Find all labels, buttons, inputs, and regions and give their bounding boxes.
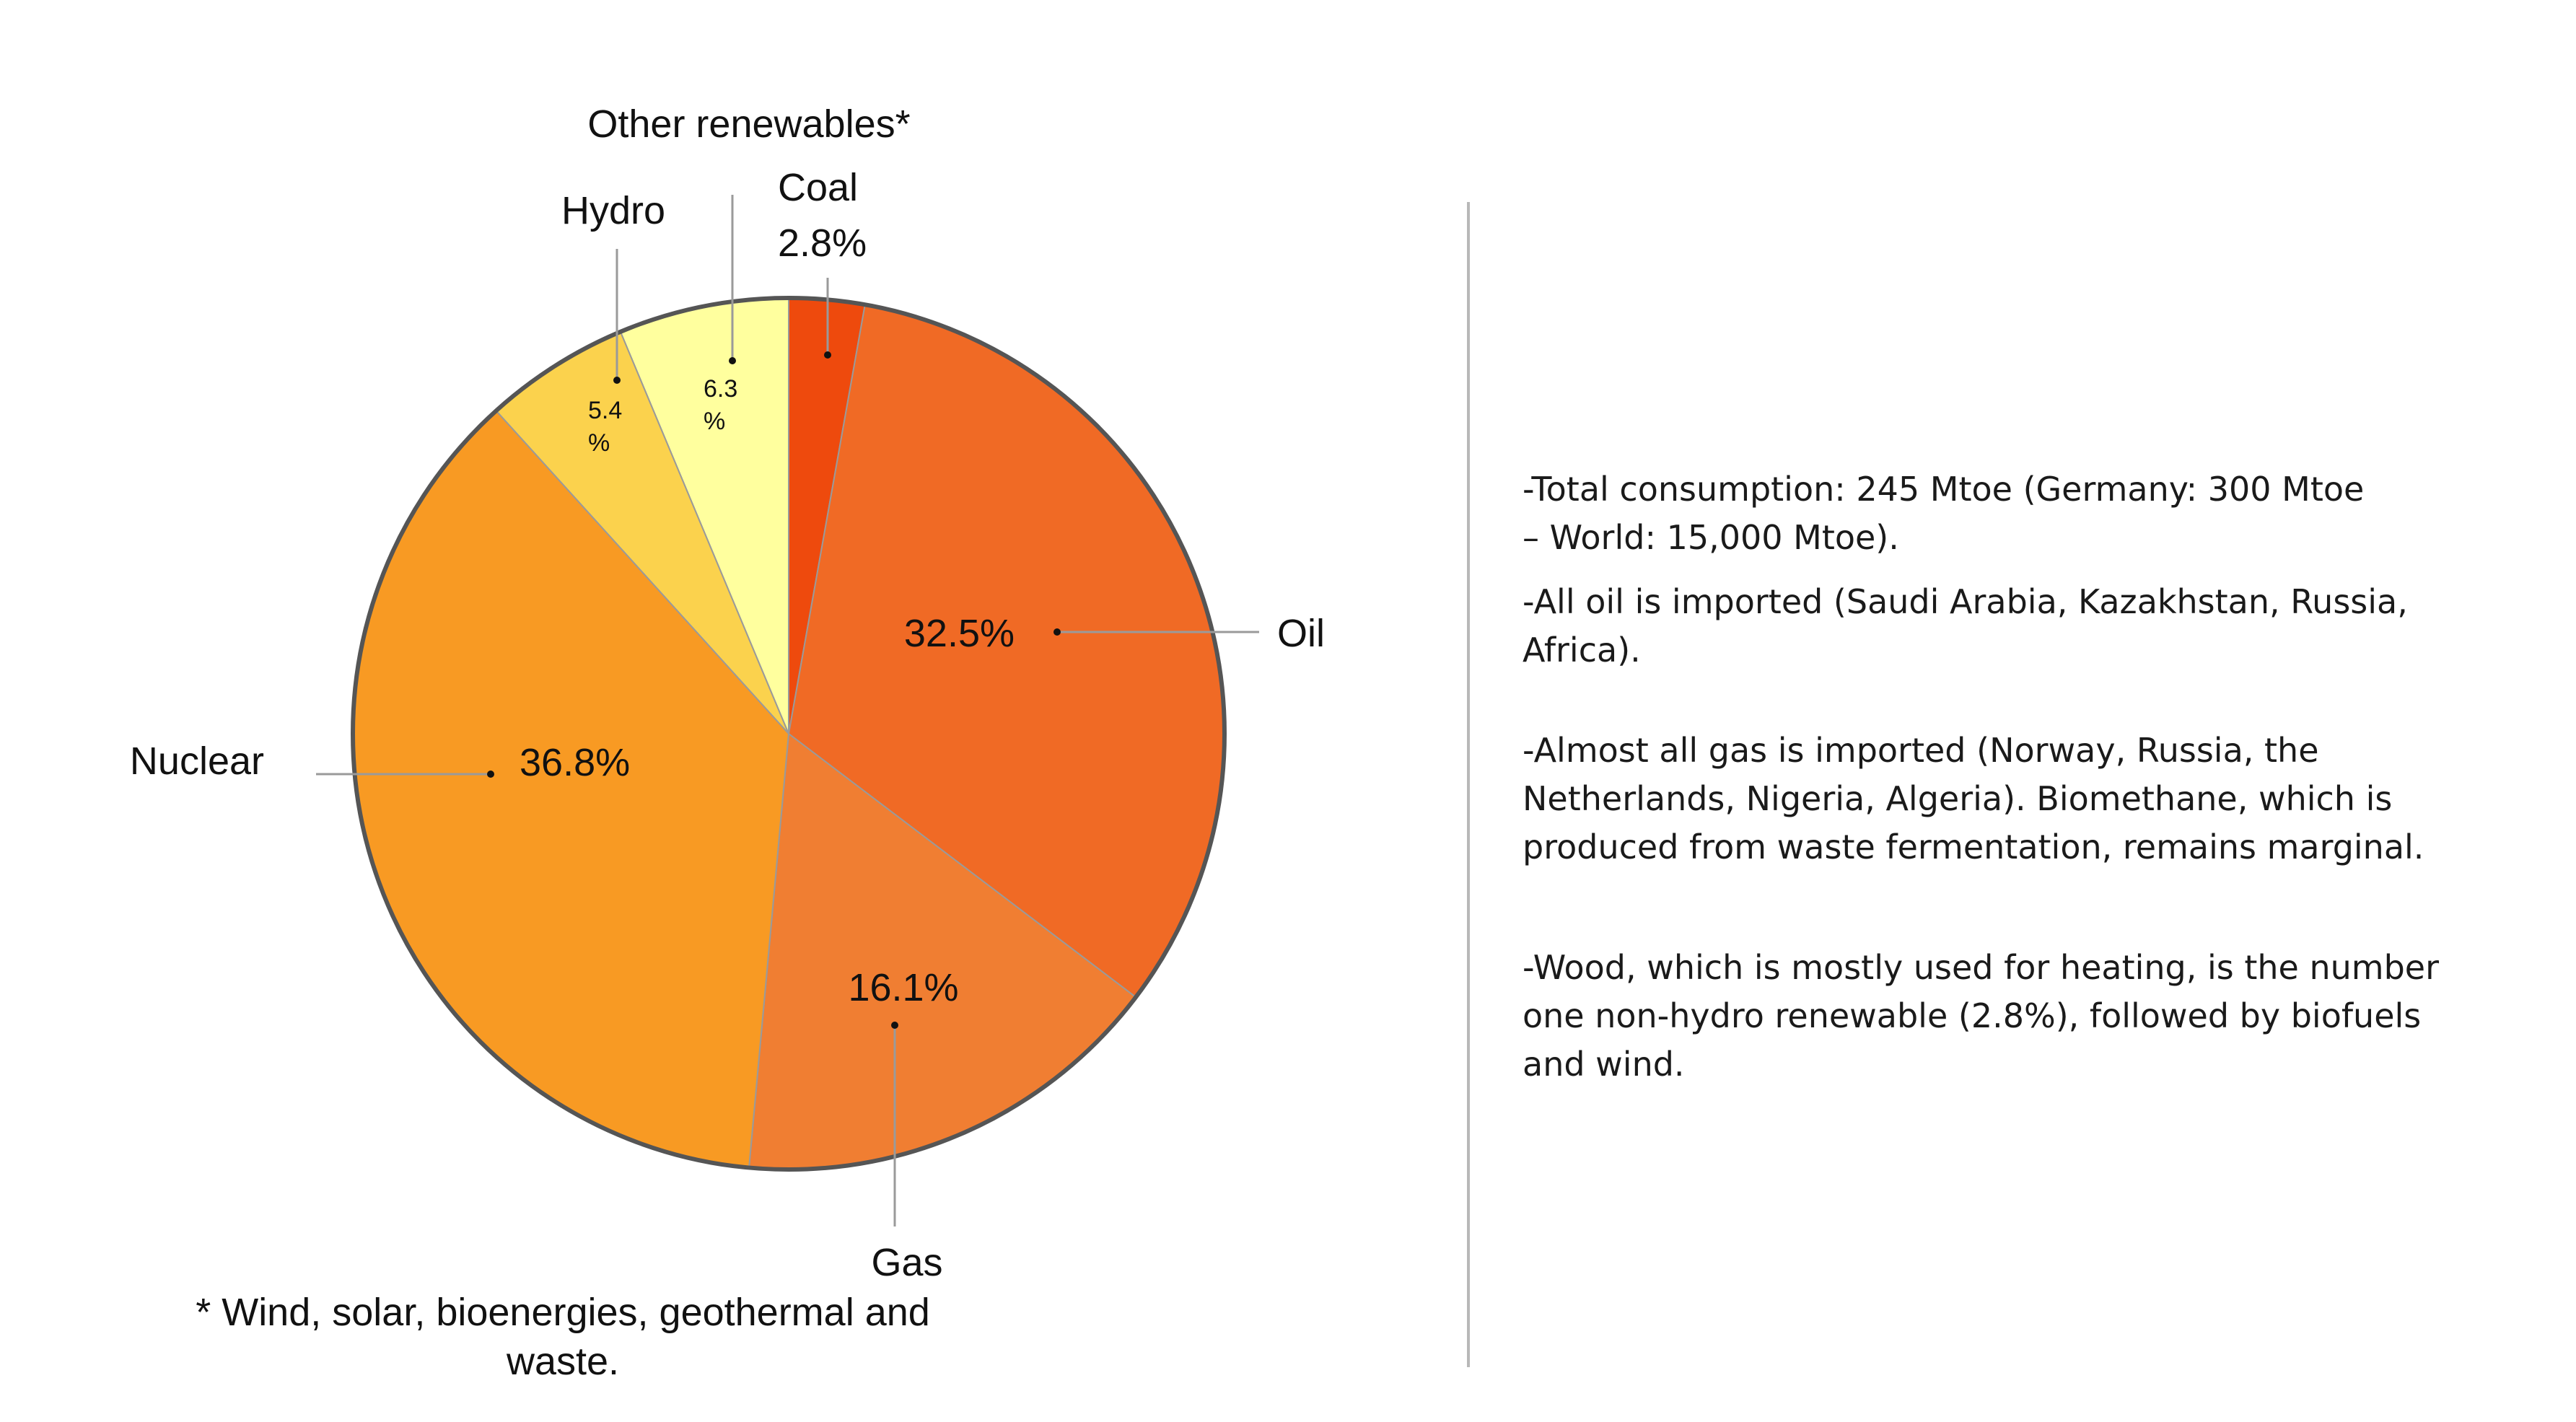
category-label-oil: Oil (1277, 612, 1325, 655)
slice-labels: Coal 2.8% Oil 32.5% Gas 16.1% Nuclear 36.8% Hydr… (130, 102, 1325, 1284)
footnote-line-2: waste. (506, 1340, 620, 1383)
value-label-other-renewables: % (704, 408, 725, 435)
footnote-line-1: * Wind, solar, bioenergies, geothermal a… (196, 1291, 930, 1334)
leader-dot-nuclear (487, 771, 494, 778)
value-label-gas: 16.1% (848, 966, 958, 1009)
category-label-gas: Gas (871, 1241, 942, 1284)
vertical-divider (1467, 202, 1470, 1367)
note-line: Netherlands, Nigeria, Algeria). Biometha… (1523, 779, 2393, 818)
leader-dot-coal (824, 351, 831, 359)
leader-dot-other-renewables (729, 357, 736, 364)
leader-dot-hydro (613, 377, 621, 384)
note-wood: -Wood, which is mostly used for heating,… (1523, 944, 2533, 1089)
pie-slices (352, 297, 1225, 1170)
chart-footnote: * Wind, solar, bioenergies, geothermal a… (166, 1288, 960, 1386)
notes-panel: -Total consumption: 245 Mtoe (Germany: 3… (1523, 465, 2533, 1089)
category-label-other-renewables: Other renewables* (587, 102, 910, 146)
value-label-coal: 2.8% (778, 221, 867, 265)
category-label-coal: Coal (778, 166, 858, 209)
leader-lines (316, 195, 1259, 1226)
note-line: -Almost all gas is imported (Norway, Rus… (1523, 731, 2319, 770)
note-line: -Total consumption: 245 Mtoe (Germany: 3… (1523, 470, 2365, 509)
category-label-hydro: Hydro (561, 189, 665, 232)
value-label-other-renewables: 6.3 (704, 375, 737, 403)
pie-outline (351, 296, 1227, 1172)
value-label-nuclear: 36.8% (520, 741, 630, 784)
note-line: produced from waste fermentation, remain… (1523, 828, 2424, 866)
note-gas: -Almost all gas is imported (Norway, Rus… (1523, 727, 2533, 872)
note-line: one non-hydro renewable (2.8%), followed… (1523, 996, 2422, 1035)
note-line: -Wood, which is mostly used for heating,… (1523, 948, 2440, 987)
leader-dot-oil (1053, 628, 1061, 636)
category-label-nuclear: Nuclear (130, 739, 264, 783)
note-line: and wind. (1523, 1045, 1685, 1084)
value-label-hydro: % (588, 429, 610, 457)
value-label-oil: 32.5% (904, 612, 1015, 655)
note-oil: -All oil is imported (Saudi Arabia, Kaza… (1523, 578, 2533, 675)
note-line: -All oil is imported (Saudi Arabia, Kaza… (1523, 582, 2408, 621)
leader-dot-gas (891, 1022, 898, 1029)
note-line: – World: 15,000 Mtoe). (1523, 518, 1899, 557)
note-line: Africa). (1523, 631, 1641, 670)
note-total-consumption: -Total consumption: 245 Mtoe (Germany: 3… (1523, 465, 2533, 562)
value-label-hydro: 5.4 (588, 397, 622, 424)
